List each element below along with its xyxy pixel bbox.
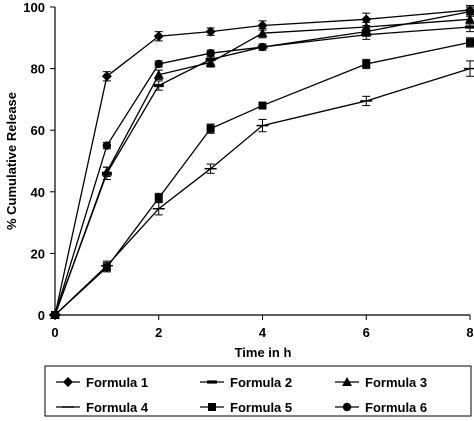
x-axis-title: Time in h — [235, 345, 292, 360]
data-point — [154, 193, 163, 202]
data-point — [153, 31, 164, 42]
y-tick-label: 20 — [31, 246, 45, 261]
data-point — [153, 83, 164, 88]
y-tick-label: 60 — [31, 123, 45, 138]
data-point — [102, 263, 111, 272]
x-tick-label: 8 — [466, 325, 473, 340]
x-tick-label: 2 — [155, 325, 162, 340]
legend-box — [44, 365, 472, 417]
series-line — [54, 41, 471, 316]
legend-item: Formula 5 — [200, 400, 292, 415]
data-point — [362, 27, 371, 36]
data-point — [258, 42, 267, 52]
plot-area — [49, 4, 474, 320]
legend-label: Formula 1 — [86, 375, 148, 390]
legend-marker — [342, 402, 352, 412]
y-tick-label: 100 — [23, 0, 45, 15]
y-axis-title: % Cumulative Release — [4, 92, 19, 230]
y-tick-label: 80 — [31, 62, 45, 77]
data-point — [362, 59, 371, 68]
data-point — [258, 101, 267, 110]
data-point — [205, 26, 216, 37]
data-point — [50, 310, 60, 320]
data-point — [466, 38, 474, 47]
data-point — [153, 69, 164, 79]
axes: 0 20 40 60 80 100 0 2 4 6 8 — [23, 0, 473, 340]
legend-label: Formula 6 — [365, 400, 427, 415]
data-point — [257, 20, 268, 31]
y-tick-label: 0 — [38, 308, 45, 323]
series-5 — [51, 37, 474, 319]
data-point — [101, 71, 112, 82]
data-point — [206, 49, 215, 58]
x-tick-label: 6 — [363, 325, 370, 340]
legend-marker — [342, 377, 352, 386]
legend: Formula 1 Formula 2 Formula 3 Formula 4 Form… — [44, 365, 472, 417]
data-point — [257, 28, 268, 38]
series-line — [54, 26, 471, 316]
legend-label: Formula 4 — [86, 400, 149, 415]
y-tick-label: 40 — [31, 185, 45, 200]
series-line — [54, 18, 471, 316]
data-point — [102, 141, 112, 150]
legend-item: Formula 1 — [56, 375, 148, 390]
x-tick-label: 0 — [51, 325, 58, 340]
legend-item: Formula 6 — [335, 400, 427, 415]
data-point — [206, 124, 215, 133]
data-point — [154, 59, 163, 69]
data-point — [205, 57, 216, 67]
x-tick-label: 4 — [259, 325, 267, 340]
data-point — [101, 166, 112, 176]
legend-label: Formula 5 — [230, 400, 292, 415]
data-point — [465, 7, 474, 16]
legend-marker — [63, 377, 73, 387]
series-line — [54, 10, 471, 316]
legend-item: Formula 4 — [56, 400, 149, 415]
data-point — [465, 14, 474, 24]
series-3 — [50, 14, 474, 319]
data-point — [361, 14, 372, 25]
legend-item: Formula 2 — [200, 375, 292, 390]
legend-marker — [208, 403, 216, 411]
series-4 — [49, 60, 474, 316]
legend-marker — [207, 380, 217, 384]
series-2 — [50, 21, 474, 317]
series-6 — [50, 6, 474, 320]
data-point — [465, 25, 474, 29]
legend-item: Formula 3 — [335, 375, 427, 390]
legend-label: Formula 2 — [230, 375, 292, 390]
legend-label: Formula 3 — [365, 375, 427, 390]
